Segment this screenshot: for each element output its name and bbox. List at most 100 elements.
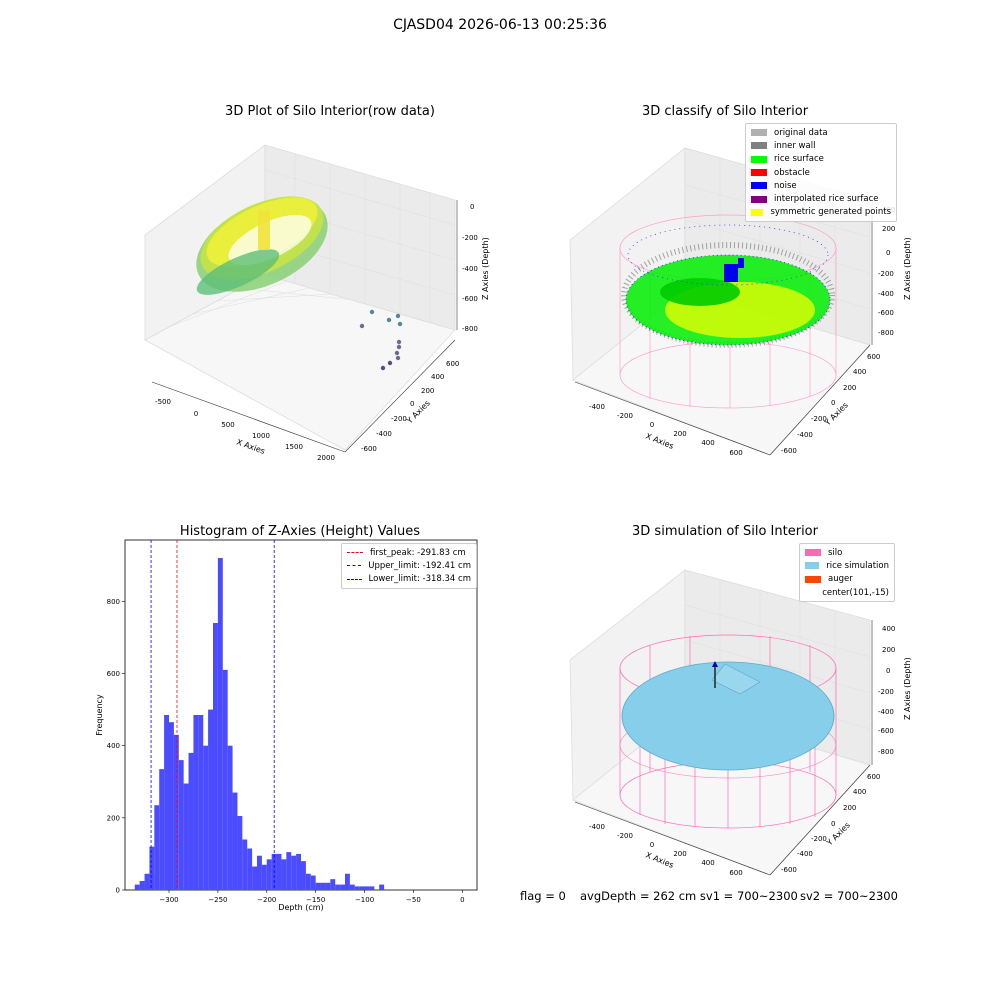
- classify-ztick: 0: [886, 249, 890, 257]
- legend-item-rice-simulation: rice simulation: [805, 559, 889, 572]
- raw-zlabel: Z Axies (Depth): [481, 237, 490, 300]
- simulation-ztick: -800: [878, 748, 894, 756]
- raw-ylabel: Y Axies: [404, 399, 432, 427]
- classify-ytick: -600: [781, 447, 797, 455]
- histogram-bar: [242, 839, 248, 890]
- simulation-xtick: 400: [701, 859, 714, 867]
- histogram-bar: [178, 760, 184, 890]
- legend-swatch: [751, 155, 767, 163]
- simulation-y-tick-labels: -600 -400 -200 0 200 400 600: [781, 773, 880, 874]
- histogram-bars: [134, 558, 385, 890]
- legend-swatch: [805, 575, 821, 583]
- classify-ytick: -400: [797, 431, 813, 439]
- raw-point-cloud: [196, 196, 403, 371]
- legend-line-swatch: [347, 552, 363, 554]
- histogram-bar: [247, 848, 253, 890]
- simulation-ytick: 0: [831, 820, 835, 828]
- x-tick-label: −50: [406, 896, 421, 904]
- histogram-bar: [144, 873, 150, 890]
- y-tick-label: 600: [107, 670, 120, 678]
- legend-swatch: [805, 589, 815, 596]
- histogram-bar: [281, 859, 287, 890]
- histogram-bar: [349, 884, 355, 890]
- x-tick-label: −250: [208, 896, 227, 904]
- classify-xtick: -400: [589, 403, 605, 411]
- legend-item-original-data: original data: [751, 126, 891, 139]
- flag-text: flag = 0: [520, 889, 566, 903]
- legend-swatch: [751, 169, 767, 177]
- classify-xtick: 0: [650, 421, 654, 429]
- simulation-xlabel: X Axies: [644, 851, 675, 870]
- histogram-bar: [198, 715, 204, 890]
- legend-item-silo: silo: [805, 546, 889, 559]
- classify-ztick: -800: [878, 329, 894, 337]
- histogram-xlabel: Depth (cm): [278, 903, 323, 912]
- histogram-bar: [154, 805, 160, 890]
- histogram-bar: [301, 861, 306, 890]
- legend-item-upper-limit: Upper_limit: -192.41 cm: [347, 559, 471, 572]
- simulation-ytick: 400: [853, 788, 866, 796]
- raw-ztick: -200: [462, 234, 478, 242]
- histogram-bar: [203, 745, 209, 890]
- simulation-ztick: -200: [878, 688, 894, 696]
- simulation-xtick: 600: [729, 869, 742, 877]
- raw-x-tick-labels: -500 0 500 1000 1500 2000: [155, 398, 335, 462]
- simulation-ytick: -400: [797, 850, 813, 858]
- legend-swatch: [751, 195, 767, 203]
- histogram-bar: [164, 715, 169, 890]
- raw-xtick: 500: [221, 421, 234, 429]
- histogram-legend: first_peak: -291.83 cm Upper_limit: -192…: [341, 543, 477, 589]
- classify-xtick: -200: [617, 412, 633, 420]
- y-tick-label: 0: [116, 887, 120, 895]
- simulation-ztick: 200: [882, 646, 895, 654]
- histogram-bar: [139, 880, 145, 890]
- raw-ytick: -600: [361, 445, 377, 453]
- simulation-xtick: -200: [617, 832, 633, 840]
- classify-xtick: 600: [729, 449, 742, 457]
- raw-ztick: -800: [462, 325, 478, 333]
- legend-item-symmetric-generated-points: symmetric generated points: [751, 206, 891, 219]
- raw-plot-title: 3D Plot of Silo Interior(row data): [225, 104, 435, 119]
- legend-label: first_peak: -291.83 cm: [370, 547, 466, 558]
- raw-ztick: -400: [462, 265, 478, 273]
- classify-ztick: -400: [878, 290, 894, 298]
- simulation-rice-surface: [621, 661, 835, 771]
- legend-label: interpolated rice surface: [774, 194, 879, 205]
- simulation-ztick: -600: [878, 727, 894, 735]
- classify-xtick: 400: [701, 439, 714, 447]
- simulation-xtick: 0: [650, 841, 654, 849]
- legend-item-first-peak: first_peak: -291.83 cm: [347, 546, 471, 559]
- histogram-ylabel: Frequency: [95, 694, 104, 736]
- histogram-bar: [173, 734, 179, 890]
- simulation-ztick: -400: [878, 708, 894, 716]
- raw-ytick: -400: [376, 430, 392, 438]
- histogram-bar: [320, 882, 326, 890]
- histogram-bar: [296, 853, 301, 890]
- simulation-ztick: 0: [886, 667, 890, 675]
- classify-plot-title: 3D classify of Silo Interior: [641, 104, 809, 119]
- histogram-bar: [340, 884, 345, 890]
- raw-ytick: 0: [410, 400, 414, 408]
- histogram-bar: [232, 792, 238, 890]
- histogram-bar: [305, 873, 311, 890]
- raw-xtick: 1000: [252, 432, 270, 440]
- histogram-bar: [291, 855, 297, 890]
- histogram-bar: [266, 859, 272, 890]
- histogram-bar: [183, 783, 189, 890]
- raw-y-tick-labels: -600 -400 -200 0 200 400 600: [361, 360, 459, 453]
- histogram-bar: [369, 886, 375, 890]
- legend-swatch: [751, 208, 764, 216]
- histogram-y-ticks: 0 200 400 600 800: [107, 598, 125, 895]
- histogram-bar: [159, 769, 165, 890]
- classify-ytick: 0: [831, 399, 835, 407]
- x-tick-label: −100: [355, 896, 374, 904]
- histogram-bar: [359, 886, 365, 890]
- legend-label: rice surface: [774, 154, 824, 165]
- legend-label: inner wall: [774, 140, 816, 151]
- histogram-bar: [354, 886, 360, 890]
- classify-x-tick-labels: -400 -200 0 200 400 600: [589, 403, 743, 457]
- histogram-bar: [286, 852, 292, 890]
- classify-ytick: 400: [853, 368, 866, 376]
- simulation-legend: silo rice simulation auger center(101,-1…: [799, 543, 895, 603]
- raw-xtick: 1500: [285, 443, 303, 451]
